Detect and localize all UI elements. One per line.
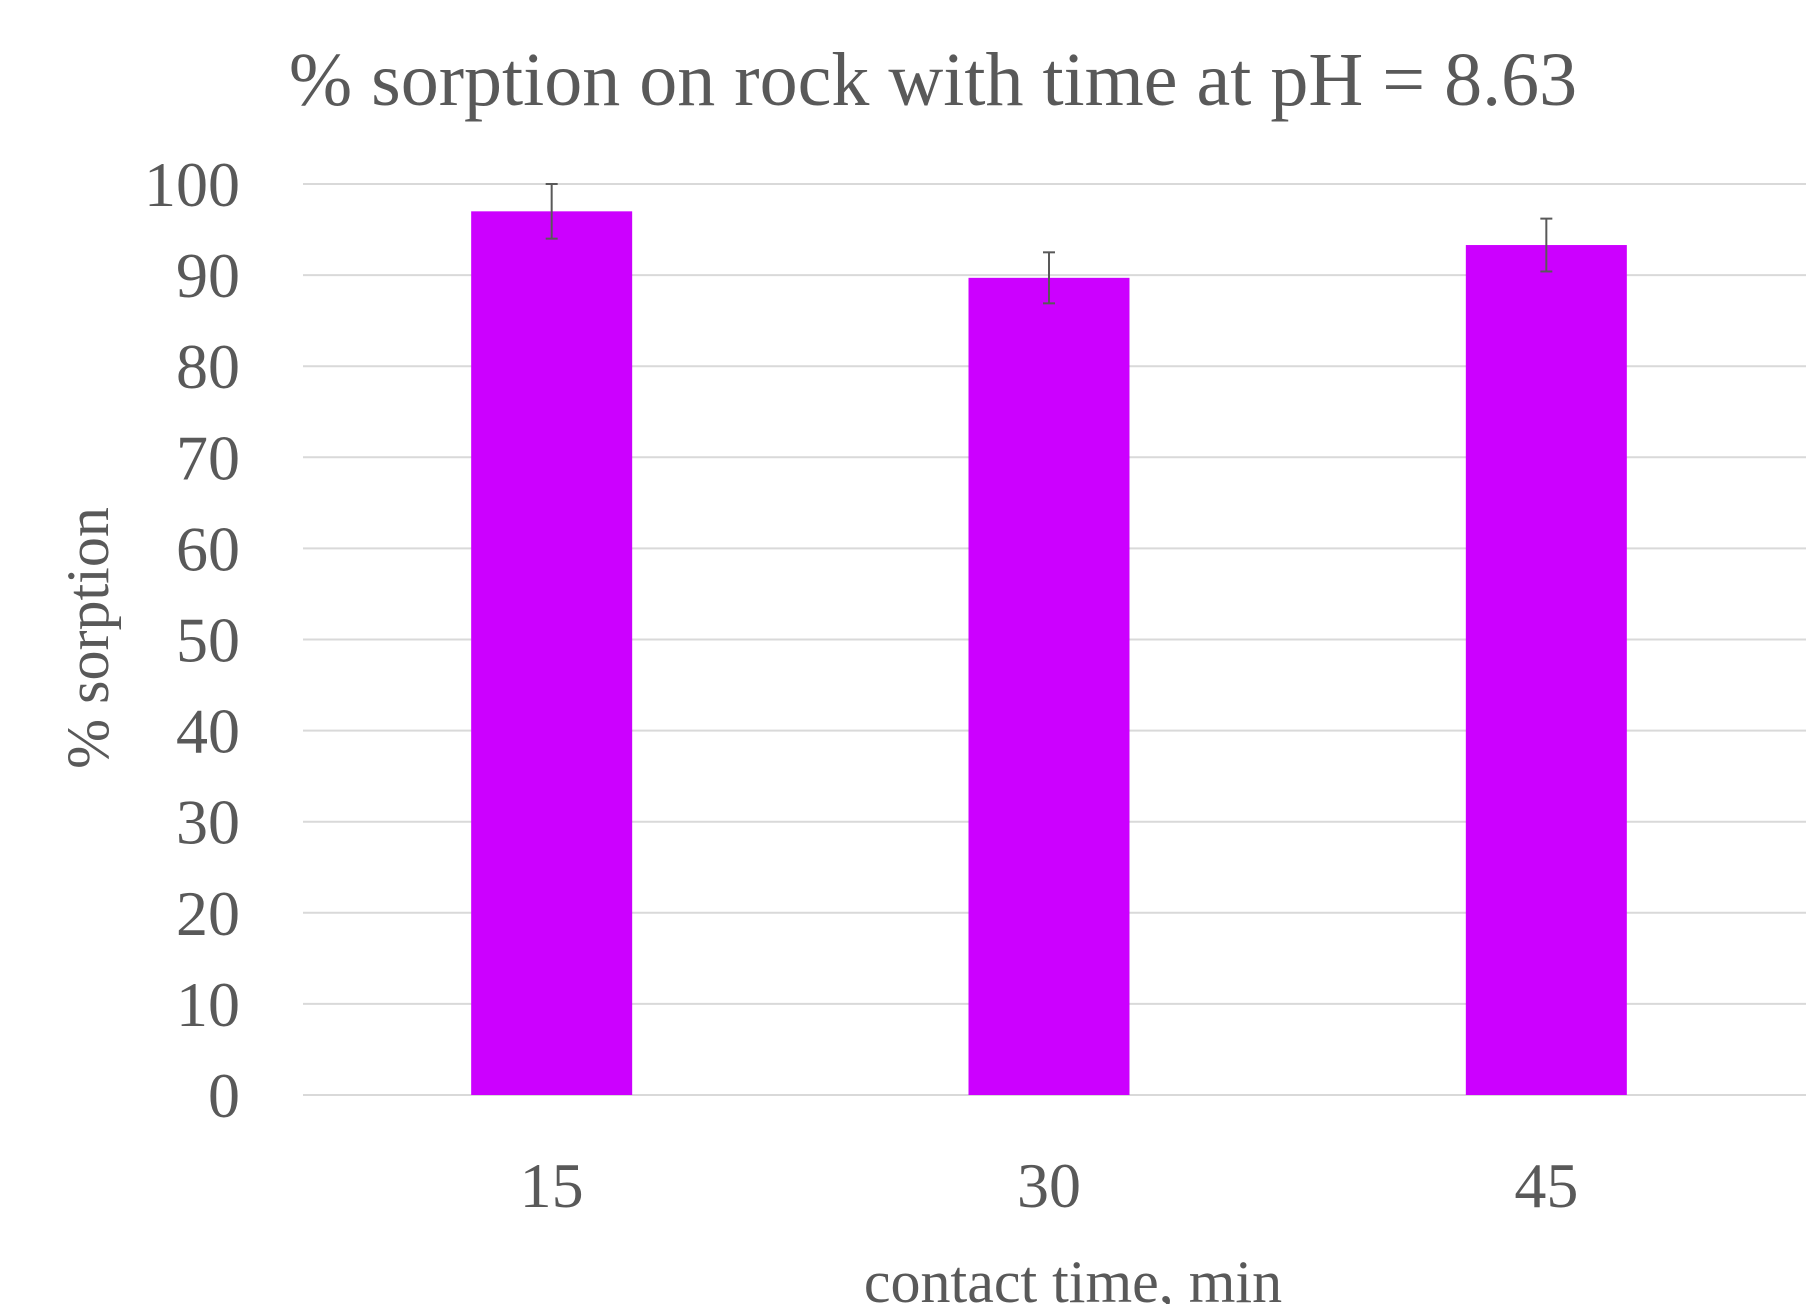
y-tick-label: 70 [176, 422, 240, 493]
bars [471, 211, 1627, 1096]
y-tick-label: 100 [144, 149, 240, 220]
x-tick-label: 30 [1017, 1150, 1081, 1221]
bar [968, 277, 1130, 1095]
y-axis-label: % sorption [55, 507, 121, 769]
y-tick-label: 0 [208, 1060, 240, 1131]
chart-title: % sorption on rock with time at pH = 8.6… [289, 38, 1577, 122]
y-axis-ticks: 0 10 20 30 40 50 60 70 80 90 100 [144, 149, 240, 1131]
x-tick-label: 15 [520, 1150, 584, 1221]
x-axis-ticks: 15 30 45 [520, 1150, 1579, 1221]
bar [471, 211, 633, 1095]
y-tick-label: 40 [176, 696, 240, 767]
y-tick-label: 50 [176, 605, 240, 676]
y-tick-label: 10 [176, 969, 240, 1040]
y-tick-label: 80 [176, 331, 240, 402]
x-tick-label: 45 [1514, 1150, 1578, 1221]
error-bars [545, 183, 1553, 305]
y-tick-label: 30 [176, 787, 240, 858]
bar [1465, 245, 1627, 1096]
y-tick-label: 90 [176, 240, 240, 311]
y-tick-label: 20 [176, 878, 240, 949]
x-axis-label: contact time, min [864, 1249, 1282, 1304]
y-tick-label: 60 [176, 513, 240, 584]
